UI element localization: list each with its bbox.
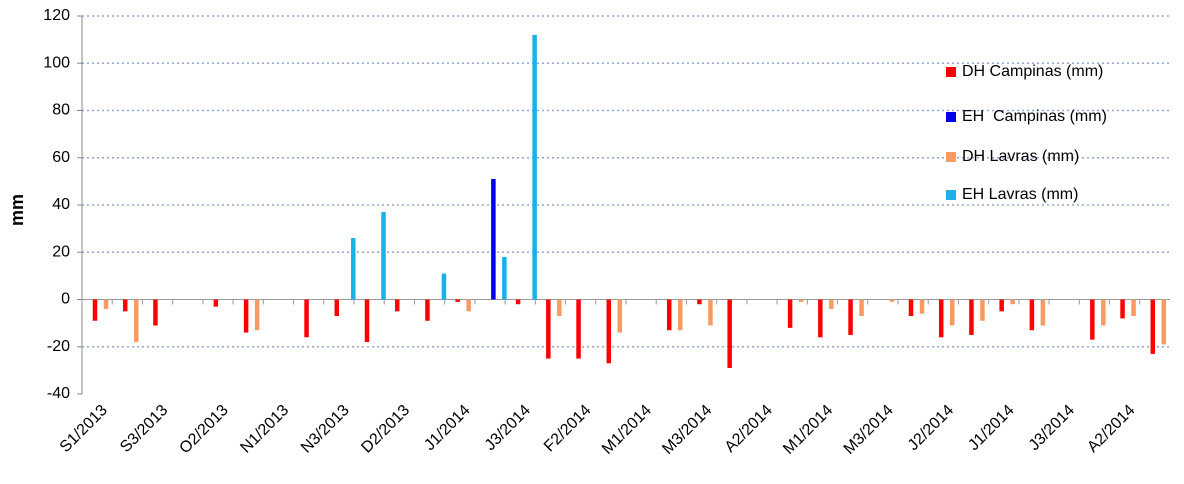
bar xyxy=(364,299,370,343)
bar xyxy=(122,299,128,312)
legend-marker xyxy=(946,67,956,77)
bar xyxy=(666,299,672,331)
bar xyxy=(532,34,537,300)
bar xyxy=(697,299,702,305)
bar xyxy=(103,299,109,309)
bar xyxy=(677,299,683,331)
bar xyxy=(787,299,793,328)
bar xyxy=(502,256,507,300)
y-tick-label: -20 xyxy=(47,338,70,355)
bar xyxy=(304,299,309,338)
x-tick-label: J3/2014 xyxy=(482,402,534,454)
legend-label: EH Campinas (mm) xyxy=(962,108,1107,125)
bar xyxy=(980,299,985,321)
y-tick-label: -40 xyxy=(47,385,70,402)
bar xyxy=(425,299,430,321)
x-tick-label: N1/2013 xyxy=(237,402,292,457)
bar xyxy=(1131,299,1136,317)
y-tick-label: 60 xyxy=(52,149,70,166)
bar xyxy=(546,299,551,359)
bar xyxy=(491,179,496,300)
bar xyxy=(394,299,400,312)
bar xyxy=(92,299,98,321)
bar xyxy=(381,212,386,300)
legend-label: DH Lavras (mm) xyxy=(962,148,1079,165)
bar xyxy=(576,299,581,359)
x-tick-label: J3/2014 xyxy=(1026,402,1078,454)
bar xyxy=(969,299,974,335)
y-axis-label: mm xyxy=(7,194,27,226)
bar xyxy=(606,299,612,364)
x-tick-label: M3/2014 xyxy=(659,402,715,458)
bar xyxy=(515,299,521,305)
bar xyxy=(254,299,260,331)
y-tick-label: 20 xyxy=(52,243,70,260)
bar xyxy=(708,299,713,326)
bar xyxy=(727,299,732,369)
bar xyxy=(1161,299,1167,345)
bar xyxy=(919,299,925,314)
x-tick-label: M3/2014 xyxy=(841,402,897,458)
bar xyxy=(153,299,158,326)
x-tick-label: M1/2014 xyxy=(599,402,655,458)
x-tick-label: J1/2014 xyxy=(965,402,1017,454)
bar xyxy=(818,299,823,338)
legend-marker xyxy=(946,152,956,162)
bar xyxy=(949,299,955,326)
bar xyxy=(455,299,460,302)
bar xyxy=(1150,299,1156,354)
x-tick-label: S1/2013 xyxy=(57,402,111,456)
legend-label: DH Campinas (mm) xyxy=(962,63,1103,80)
bar xyxy=(1090,299,1095,340)
bar xyxy=(1029,299,1035,331)
bar xyxy=(1010,299,1015,305)
bar xyxy=(1040,299,1046,326)
x-tick-label: N3/2013 xyxy=(298,402,353,457)
bar xyxy=(889,299,895,302)
bar xyxy=(466,299,471,312)
bar xyxy=(441,273,447,300)
bar xyxy=(243,299,249,333)
legend-marker xyxy=(946,190,956,200)
bar xyxy=(1101,299,1106,326)
x-tick-label: A2/2014 xyxy=(1084,402,1138,456)
x-tick-label: J2/2014 xyxy=(905,402,957,454)
y-tick-label: 40 xyxy=(52,196,70,213)
bar xyxy=(798,299,804,302)
bar xyxy=(213,299,219,307)
bar xyxy=(617,299,623,333)
bar xyxy=(1120,299,1125,319)
x-tick-label: S3/2013 xyxy=(117,402,171,456)
x-tick-label: J1/2014 xyxy=(421,402,473,454)
y-tick-label: 100 xyxy=(43,54,70,71)
bar xyxy=(557,299,562,317)
y-tick-label: 120 xyxy=(43,7,70,24)
y-tick-label: 80 xyxy=(52,102,70,119)
bar xyxy=(334,299,340,317)
bar xyxy=(848,299,853,335)
bar xyxy=(829,299,834,309)
bar xyxy=(908,299,914,317)
bar xyxy=(999,299,1004,312)
x-tick-label: A2/2014 xyxy=(722,402,776,456)
bar xyxy=(133,299,139,343)
x-tick-label: F2/2014 xyxy=(541,402,595,456)
x-tick-label: D2/2013 xyxy=(358,402,413,457)
legend-marker xyxy=(946,112,956,122)
bar xyxy=(938,299,944,338)
x-tick-label: M1/2014 xyxy=(780,402,836,458)
x-tick-label: O2/2013 xyxy=(176,402,232,458)
y-tick-label: 0 xyxy=(61,291,70,308)
bar xyxy=(859,299,864,317)
legend-label: EH Lavras (mm) xyxy=(962,186,1078,203)
bar xyxy=(351,238,356,300)
